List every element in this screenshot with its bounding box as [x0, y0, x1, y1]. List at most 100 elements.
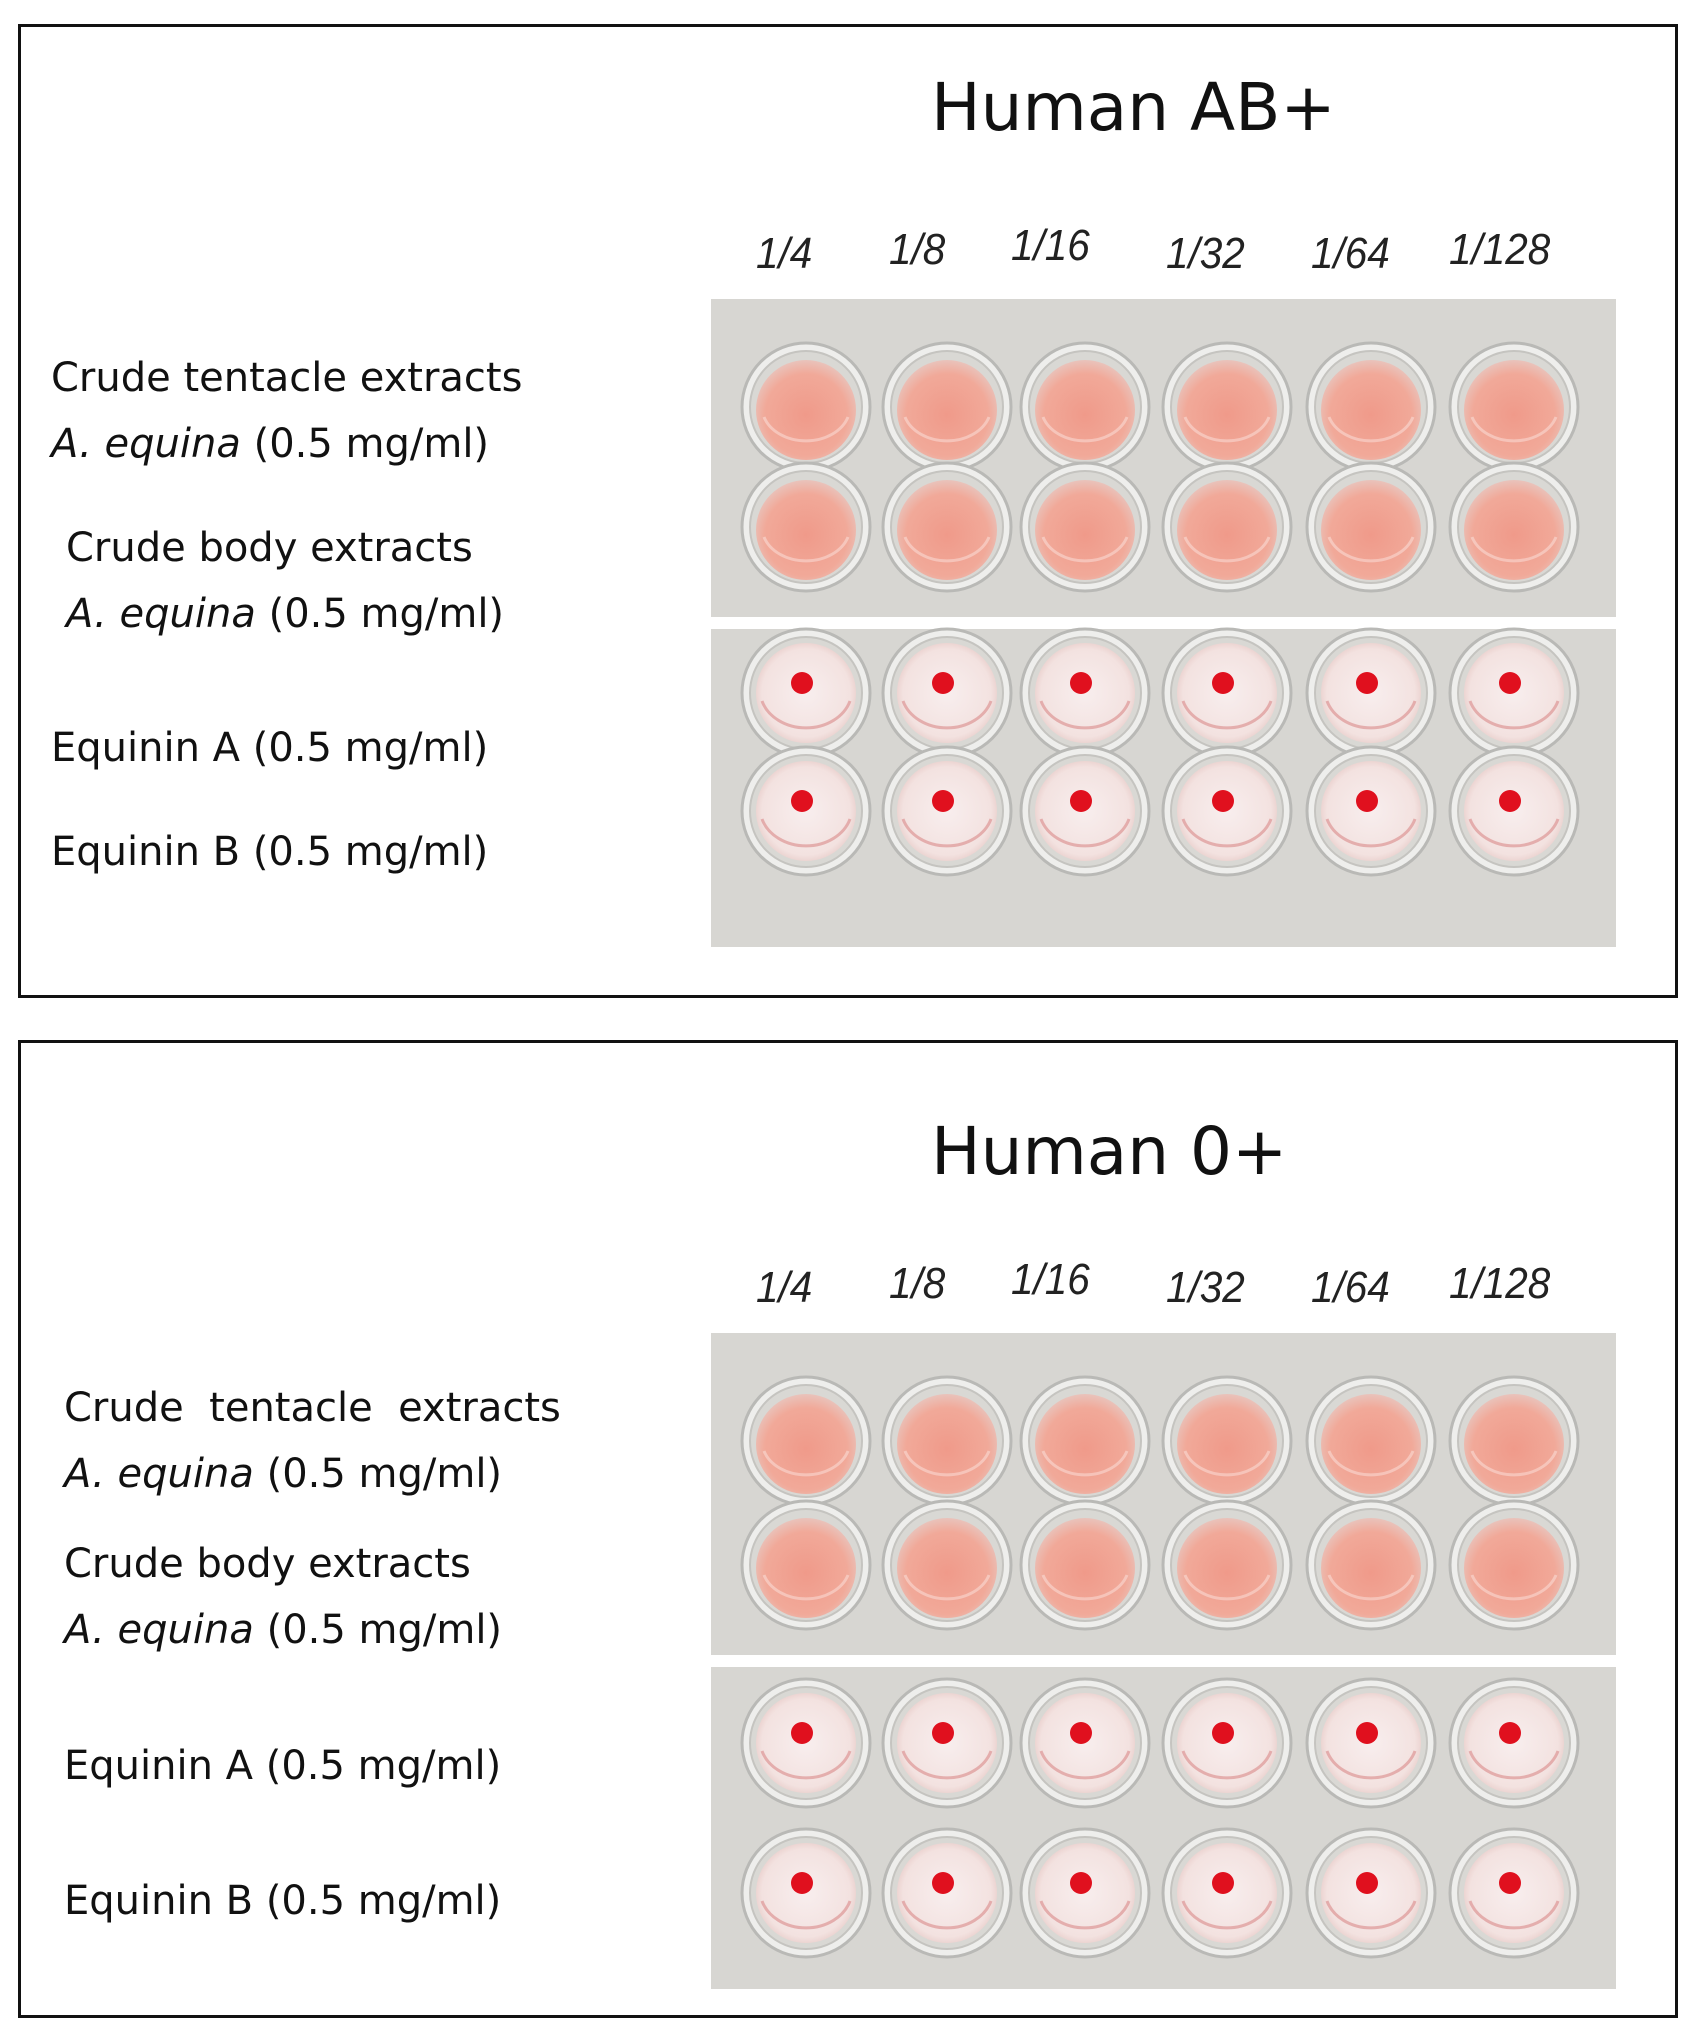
- well: [1305, 1677, 1437, 1809]
- row-label-equinin-b: Equinin B (0.5 mg/ml): [64, 1878, 502, 1924]
- well: [881, 461, 1013, 593]
- rbc-button-dot: [1070, 672, 1092, 694]
- row-label-line: Crude body extracts: [66, 525, 473, 571]
- well: [740, 745, 872, 877]
- rbc-button-dot: [1212, 1722, 1234, 1744]
- lysis-fill: [756, 480, 856, 580]
- rbc-button-dot: [1356, 1722, 1378, 1744]
- well: [1448, 1827, 1580, 1959]
- lysis-fill: [1464, 1518, 1564, 1618]
- dilution-label: 1/64: [1311, 229, 1390, 278]
- lysis-fill: [1321, 360, 1421, 460]
- rbc-button-dot: [1356, 790, 1378, 812]
- panel-title: Human 0+: [931, 1113, 1288, 1190]
- well: [1019, 1375, 1151, 1507]
- lysis-fill: [1177, 1394, 1277, 1494]
- rbc-button-dot: [1356, 672, 1378, 694]
- row-label-line: Crude tentacle extracts: [51, 355, 523, 401]
- well-plate-photo: [711, 1333, 1626, 1989]
- well: [1305, 461, 1437, 593]
- well: [740, 1375, 872, 1507]
- rbc-button-dot: [1070, 1872, 1092, 1894]
- well: [1019, 627, 1151, 759]
- lysis-fill: [897, 1518, 997, 1618]
- well: [1019, 1677, 1151, 1809]
- row-label-species-line: A. equina (0.5 mg/ml): [64, 1441, 561, 1507]
- dilution-label: 1/16: [1011, 221, 1090, 270]
- well-plate-svg: [711, 1333, 1616, 1989]
- species-name: A. equina: [51, 421, 241, 467]
- dilution-label: 1/128: [1449, 225, 1551, 274]
- well: [1161, 627, 1293, 759]
- concentration: (0.5 mg/ml): [255, 591, 505, 637]
- lysis-fill: [1321, 1394, 1421, 1494]
- row-label-tentacle: Crude tentacle extracts A. equina (0.5 m…: [51, 345, 522, 477]
- well: [740, 341, 872, 473]
- rbc-button-dot: [1499, 790, 1521, 812]
- well: [881, 745, 1013, 877]
- rbc-button-dot: [1499, 1872, 1521, 1894]
- well: [1161, 1827, 1293, 1959]
- well: [1161, 1499, 1293, 1631]
- lysis-fill: [1035, 480, 1135, 580]
- well: [740, 627, 872, 759]
- row-label-equinin-a: Equinin A (0.5 mg/ml): [51, 725, 489, 771]
- well: [1448, 1375, 1580, 1507]
- well: [1448, 627, 1580, 759]
- lysis-fill: [897, 1394, 997, 1494]
- well: [881, 1677, 1013, 1809]
- dilution-label: 1/32: [1166, 1263, 1245, 1312]
- well: [1019, 1827, 1151, 1959]
- rbc-button-dot: [1212, 790, 1234, 812]
- dilution-label: 1/16: [1011, 1255, 1090, 1304]
- well-plate-photo: [711, 299, 1626, 977]
- well: [1305, 627, 1437, 759]
- well: [1448, 461, 1580, 593]
- lysis-fill: [1464, 480, 1564, 580]
- well: [740, 1677, 872, 1809]
- rbc-button-dot: [932, 672, 954, 694]
- well-plate-svg: [711, 299, 1616, 947]
- well: [1019, 461, 1151, 593]
- rbc-button-dot: [932, 1872, 954, 1894]
- dilution-label: 1/128: [1449, 1259, 1551, 1308]
- row-label-body: Crude body extracts A. equina (0.5 mg/ml…: [64, 1531, 502, 1663]
- rbc-button-dot: [1212, 672, 1234, 694]
- row-label-species-line: A. equina (0.5 mg/ml): [64, 1597, 502, 1663]
- lysis-fill: [1177, 480, 1277, 580]
- lysis-fill: [1321, 1518, 1421, 1618]
- dilution-label: 1/8: [889, 225, 946, 274]
- rbc-button-dot: [1499, 1722, 1521, 1744]
- species-name: A. equina: [64, 1607, 254, 1653]
- row-label-body: Crude body extracts A. equina (0.5 mg/ml…: [66, 515, 504, 647]
- rbc-button-dot: [791, 1872, 813, 1894]
- rbc-button-dot: [1499, 672, 1521, 694]
- well: [1161, 745, 1293, 877]
- well: [881, 1499, 1013, 1631]
- dilution-label: 1/32: [1166, 229, 1245, 278]
- well: [881, 1375, 1013, 1507]
- lysis-fill: [1177, 1518, 1277, 1618]
- rbc-button-dot: [791, 790, 813, 812]
- row-label-equinin-b: Equinin B (0.5 mg/ml): [51, 829, 489, 875]
- well: [1305, 745, 1437, 877]
- concentration: (0.5 mg/ml): [240, 421, 490, 467]
- lysis-fill: [756, 360, 856, 460]
- well: [1305, 1827, 1437, 1959]
- dilution-header: 1/4 1/8 1/16 1/32 1/64 1/128: [21, 1241, 1675, 1312]
- well: [1448, 745, 1580, 877]
- lysis-fill: [897, 480, 997, 580]
- lysis-fill: [1035, 1394, 1135, 1494]
- well: [1305, 1499, 1437, 1631]
- panel-title: Human AB+: [931, 69, 1336, 146]
- dilution-label: 1/4: [756, 229, 813, 278]
- lysis-fill: [1464, 1394, 1564, 1494]
- well: [1161, 1677, 1293, 1809]
- well: [1019, 1499, 1151, 1631]
- concentration: (0.5 mg/ml): [253, 1607, 503, 1653]
- dilution-header: 1/4 1/8 1/16 1/32 1/64 1/128: [21, 207, 1675, 278]
- well: [881, 1827, 1013, 1959]
- panel-human-ab-plus: Human AB+ 1/4 1/8 1/16 1/32 1/64 1/128 C…: [18, 24, 1678, 998]
- well: [740, 1499, 872, 1631]
- lysis-fill: [1035, 360, 1135, 460]
